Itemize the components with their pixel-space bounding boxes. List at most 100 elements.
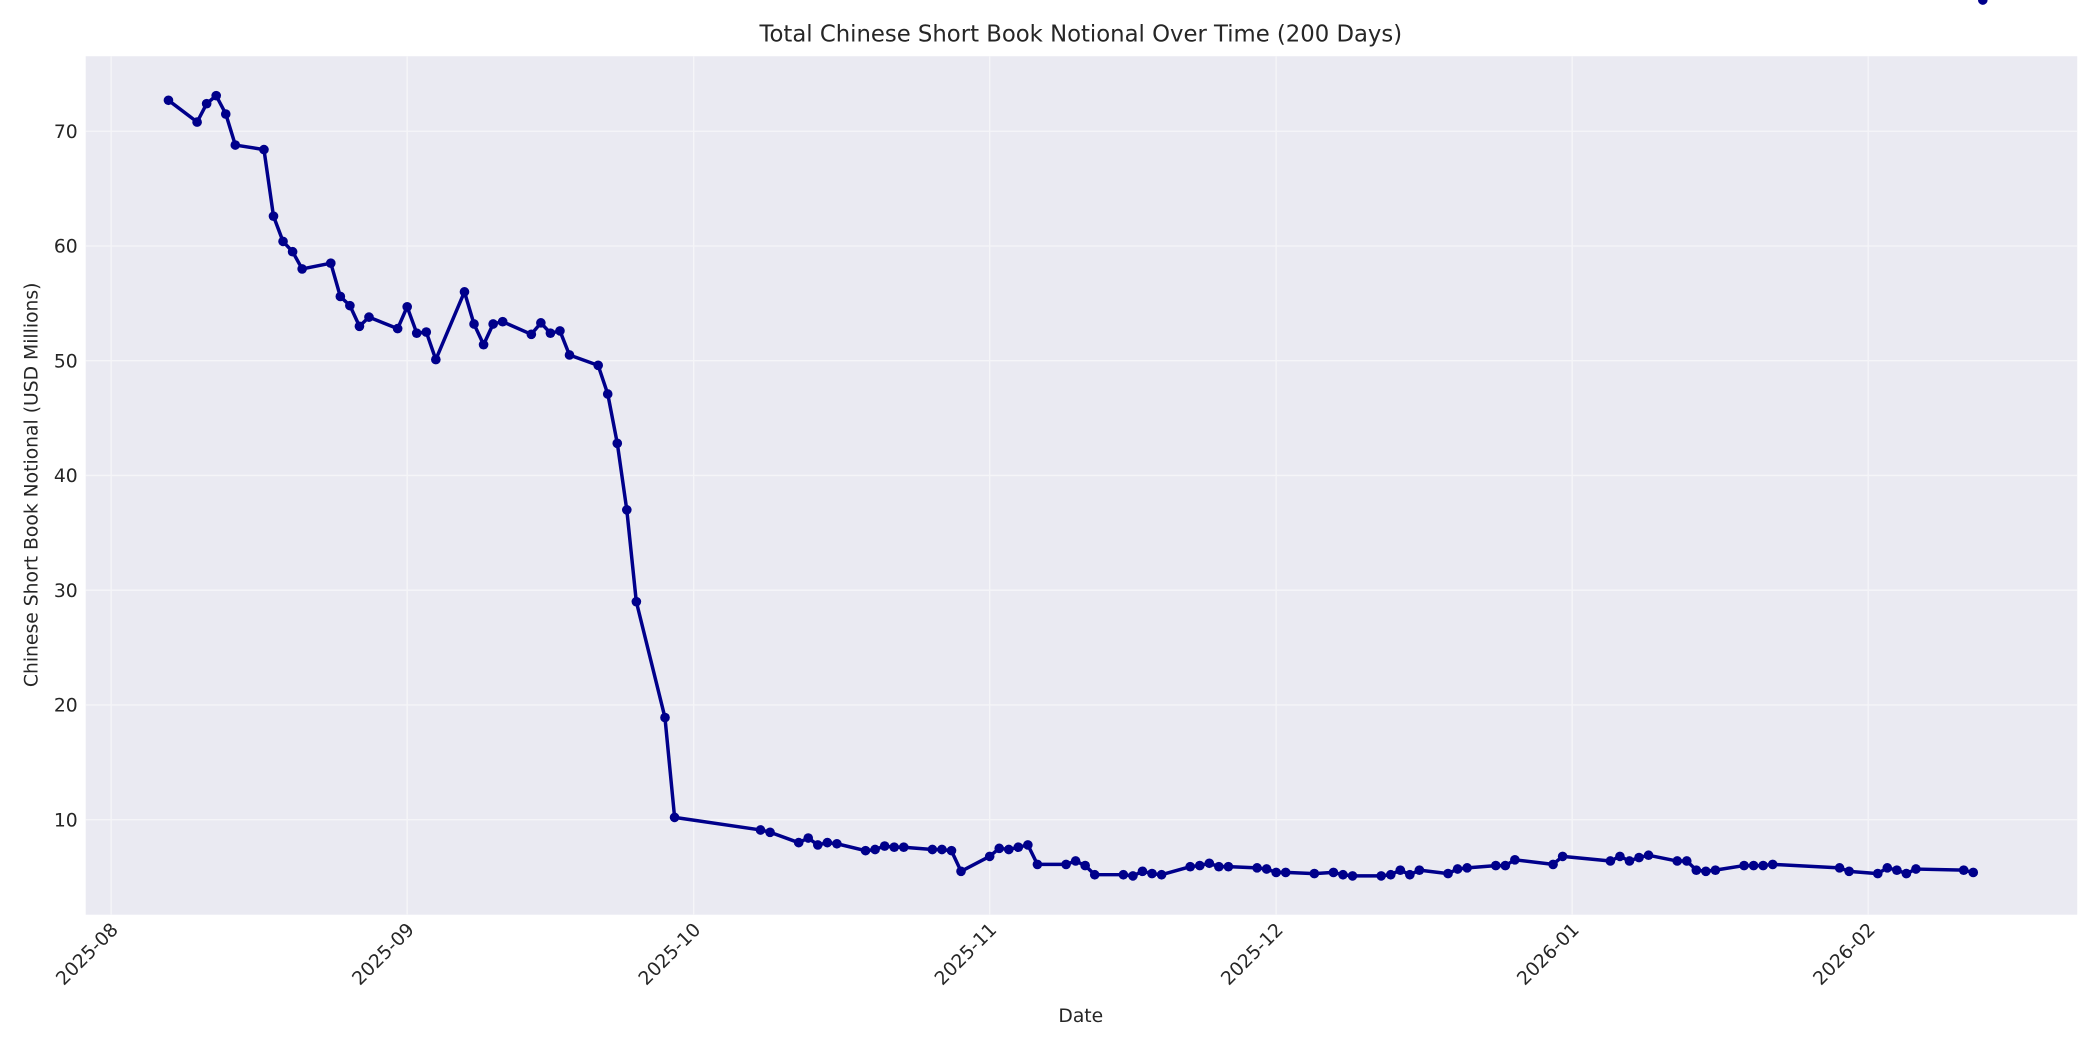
data-point xyxy=(1328,867,1339,878)
data-point xyxy=(201,98,212,109)
data-point xyxy=(1615,851,1625,862)
data-point xyxy=(660,712,670,723)
data-point xyxy=(459,287,470,297)
data-point xyxy=(1271,867,1281,878)
data-point xyxy=(1414,865,1425,875)
data-point xyxy=(1385,869,1396,880)
data-point xyxy=(889,842,900,853)
data-point xyxy=(860,845,871,856)
data-point xyxy=(879,841,890,851)
data-point xyxy=(832,838,842,849)
data-point xyxy=(564,350,575,360)
data-point xyxy=(1548,859,1558,870)
data-point xyxy=(1023,840,1033,850)
data-point xyxy=(1557,851,1568,862)
data-point xyxy=(325,258,336,269)
data-point xyxy=(1911,864,1921,874)
y-tick-label: 20 xyxy=(54,696,78,717)
data-point xyxy=(1624,856,1635,866)
data-point xyxy=(1958,865,1969,875)
data-point xyxy=(621,505,632,515)
data-point xyxy=(1748,860,1759,871)
data-point xyxy=(1089,869,1100,880)
data-point xyxy=(478,339,489,350)
y-tick-label: 40 xyxy=(54,466,78,487)
x-tick-label: 2025-12 xyxy=(1217,919,1287,989)
data-point xyxy=(1280,867,1291,878)
plot-area xyxy=(85,56,2078,915)
data-point xyxy=(803,833,814,843)
data-point xyxy=(1128,871,1138,881)
data-point xyxy=(1252,863,1262,873)
data-point xyxy=(354,321,365,332)
data-point xyxy=(1261,864,1272,874)
data-point xyxy=(1490,860,1501,871)
data-point xyxy=(1892,865,1902,875)
data-point xyxy=(1872,868,1883,879)
data-point xyxy=(1405,869,1415,880)
data-point xyxy=(431,354,441,365)
data-point xyxy=(1767,859,1778,870)
data-point xyxy=(392,323,403,334)
data-point xyxy=(927,844,938,855)
data-point xyxy=(230,140,241,150)
data-point xyxy=(287,246,298,257)
data-markers xyxy=(163,0,1988,881)
data-point xyxy=(1634,852,1644,863)
data-point xyxy=(1681,856,1692,866)
data-point xyxy=(555,326,565,336)
data-point xyxy=(259,144,269,155)
data-point xyxy=(1223,861,1234,872)
data-point xyxy=(1395,865,1406,875)
data-point xyxy=(1462,863,1472,873)
x-axis-ticks: 2025-08 2025-09 2025-10 2025-11 2025-12 2026-… xyxy=(52,919,1879,989)
y-tick-label: 50 xyxy=(54,351,78,372)
data-point xyxy=(1510,855,1520,865)
data-point xyxy=(602,389,613,399)
data-point xyxy=(1834,863,1845,873)
data-point xyxy=(755,825,766,835)
data-point xyxy=(526,329,537,340)
data-point xyxy=(1156,869,1167,880)
data-point xyxy=(1443,868,1453,879)
data-point xyxy=(1758,860,1768,871)
y-axis-label: Chinese Short Book Notional (USD Million… xyxy=(22,283,43,688)
data-point xyxy=(1977,0,1988,5)
data-point xyxy=(1739,860,1749,871)
data-point xyxy=(1214,861,1224,872)
data-point xyxy=(1061,859,1071,870)
data-point xyxy=(1204,858,1215,869)
data-point xyxy=(211,90,222,101)
data-point xyxy=(1901,868,1912,879)
data-point xyxy=(1013,842,1024,853)
data-point xyxy=(364,312,374,322)
data-point xyxy=(163,95,174,106)
data-point xyxy=(1710,865,1721,875)
data-point xyxy=(1147,868,1157,879)
data-point xyxy=(1080,860,1090,871)
data-point xyxy=(1003,844,1014,855)
data-point xyxy=(870,844,880,855)
data-point xyxy=(765,827,775,838)
data-point xyxy=(1309,868,1320,879)
data-point xyxy=(593,360,603,371)
x-tick-label: 2025-09 xyxy=(349,919,419,989)
data-point xyxy=(984,851,995,862)
data-point xyxy=(192,117,202,127)
data-point xyxy=(220,109,231,119)
data-point xyxy=(268,211,279,221)
data-point xyxy=(1185,861,1196,872)
data-point xyxy=(937,844,947,855)
data-point xyxy=(1672,856,1683,866)
y-tick-label: 10 xyxy=(54,810,78,831)
data-point xyxy=(1376,871,1387,881)
data-point xyxy=(1032,859,1043,870)
data-point xyxy=(1194,860,1205,871)
data-point xyxy=(898,842,909,853)
data-point xyxy=(345,300,355,311)
data-point xyxy=(1701,866,1711,877)
data-point xyxy=(469,319,479,329)
x-axis-label: Date xyxy=(1058,1006,1103,1027)
data-point xyxy=(536,318,546,328)
